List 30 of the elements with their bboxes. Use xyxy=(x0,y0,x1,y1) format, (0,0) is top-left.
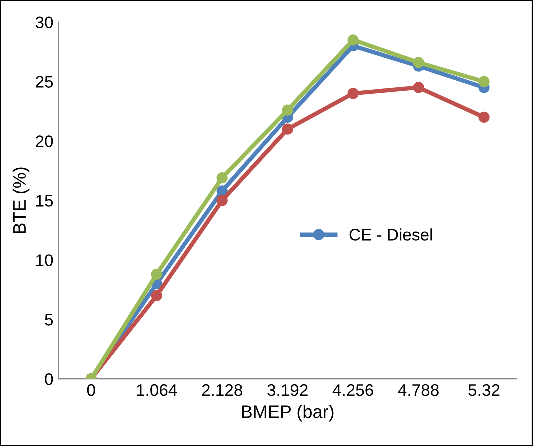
x-tick-label: 5.32 xyxy=(468,384,500,396)
x-tick-label: 4.256 xyxy=(332,384,374,396)
y-tick-label: 25 xyxy=(36,76,54,88)
y-tick-label: 15 xyxy=(36,195,54,207)
point xyxy=(413,82,424,94)
point xyxy=(478,76,490,88)
point xyxy=(413,57,424,68)
point xyxy=(216,172,228,184)
x-axis-title: BMEP (bar) xyxy=(242,405,334,422)
point xyxy=(282,124,294,135)
y-tick-label: 30 xyxy=(36,16,54,29)
x-tick-label: 1.064 xyxy=(137,384,178,396)
y-tick-label: 0 xyxy=(45,374,54,386)
y-axis-title: BTE (%) xyxy=(12,168,30,234)
point xyxy=(151,268,162,280)
y-tick-label: 20 xyxy=(36,136,54,148)
point xyxy=(348,88,359,100)
point xyxy=(478,112,490,124)
x-tick-label: 3.192 xyxy=(268,384,308,396)
x-tick-label: 4.788 xyxy=(398,384,439,396)
y-tick-label: 10 xyxy=(36,254,54,266)
y-tick-label: 5 xyxy=(45,314,54,326)
x-tick-label: 0 xyxy=(87,384,96,396)
point xyxy=(348,34,359,46)
legend-label: CE - Diesel xyxy=(350,228,432,241)
point xyxy=(216,195,228,206)
point xyxy=(151,290,162,302)
point xyxy=(216,186,228,197)
x-tick-label: 2.128 xyxy=(202,384,242,396)
point xyxy=(282,104,294,116)
